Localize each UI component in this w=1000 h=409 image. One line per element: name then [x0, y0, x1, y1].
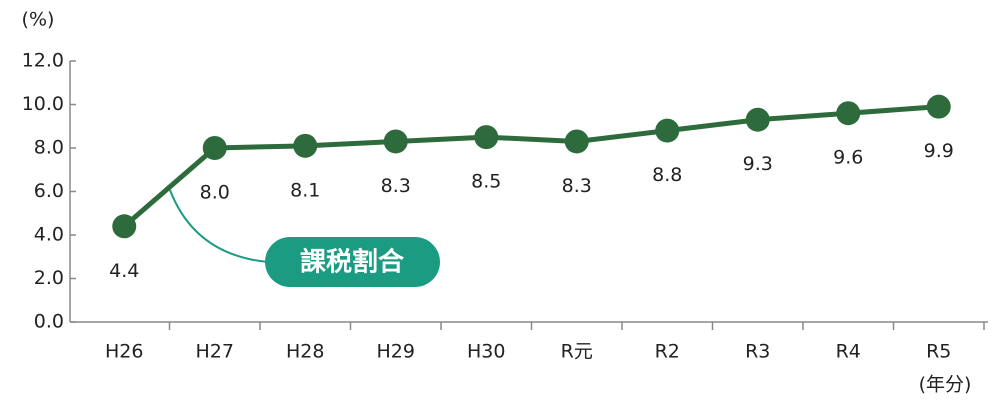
y-tick-label: 8.0 [34, 137, 64, 159]
data-point [836, 101, 861, 126]
data-label: 8.1 [290, 179, 320, 201]
data-point [655, 118, 680, 143]
x-tick-label: R2 [655, 341, 680, 363]
data-label: 9.3 [743, 153, 773, 175]
data-label: 8.5 [471, 171, 501, 193]
callout-line [169, 189, 269, 263]
data-label: 9.6 [833, 147, 863, 169]
callout-box [265, 237, 440, 287]
data-label: 4.4 [109, 260, 139, 282]
x-tick-label: H27 [196, 341, 234, 363]
data-label: 8.0 [200, 182, 230, 204]
x-tick-label: R4 [836, 341, 861, 363]
y-tick-label: 0.0 [34, 311, 64, 333]
x-tick-label: R5 [926, 341, 951, 363]
data-point [745, 107, 770, 132]
data-label: 8.8 [652, 164, 682, 186]
x-tick-label: H30 [467, 341, 505, 363]
y-unit-label: (%) [22, 9, 55, 31]
y-tick-label: 10.0 [22, 93, 64, 115]
data-label: 8.3 [562, 175, 592, 197]
data-point [112, 214, 137, 239]
y-tick-label: 6.0 [34, 180, 64, 202]
y-tick-label: 2.0 [34, 267, 64, 289]
data-point [202, 136, 227, 160]
data-point [564, 129, 589, 154]
y-tick-label: 12.0 [22, 50, 64, 72]
callout-label: 課税割合 [300, 247, 405, 278]
data-point [383, 129, 408, 154]
x-tick-label: H29 [377, 341, 415, 363]
x-tick-label: H26 [105, 341, 143, 363]
x-tick-label: R元 [561, 341, 593, 363]
data-label: 8.3 [381, 175, 411, 197]
y-tick-label: 4.0 [34, 224, 64, 246]
data-point [926, 94, 951, 119]
data-label: 9.9 [924, 140, 954, 162]
x-tick-label: H28 [286, 341, 324, 363]
x-unit-label: (年分) [919, 374, 972, 396]
series-line [122, 104, 939, 229]
x-tick-label: R3 [745, 341, 770, 363]
data-point [293, 133, 318, 158]
data-point [474, 125, 499, 150]
